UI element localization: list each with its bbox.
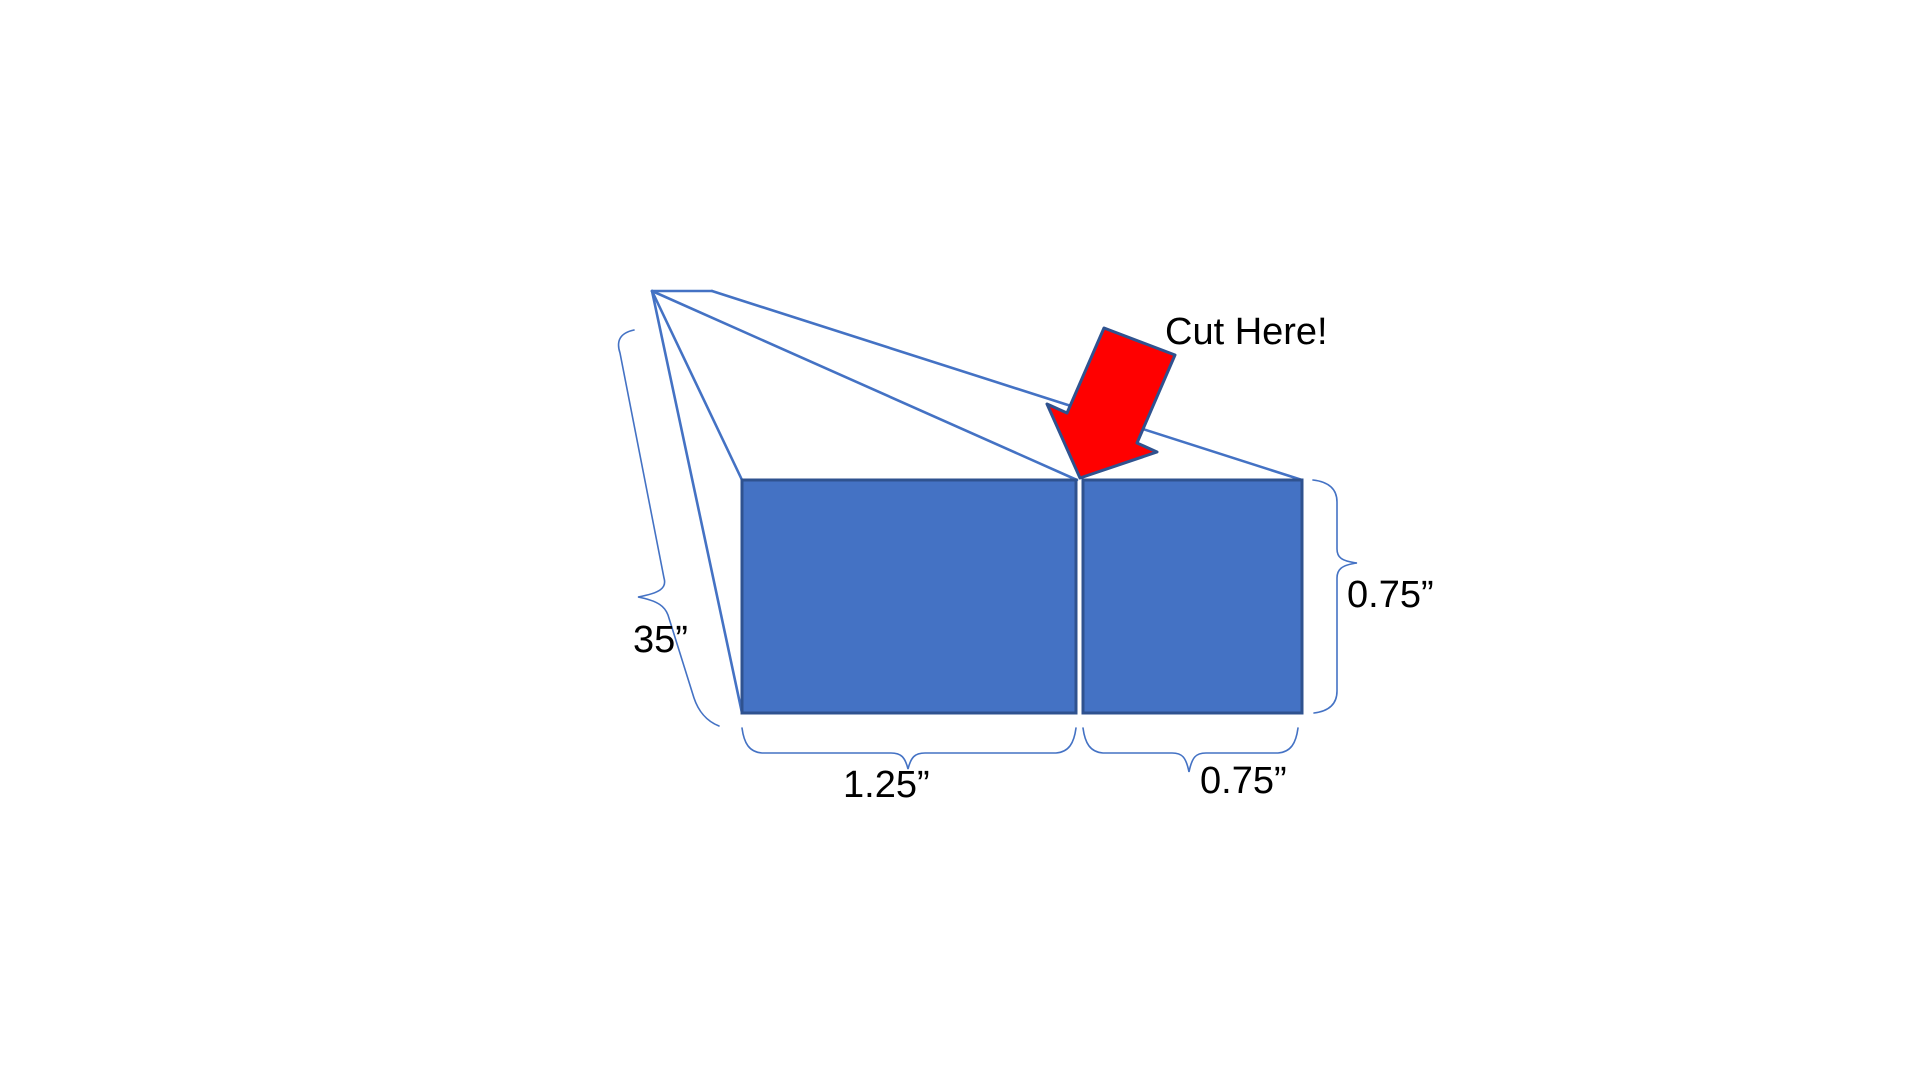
width-brace-left-piece [741,727,1077,770]
length-brace-35in [617,329,720,727]
top-right-edge [710,289,1304,482]
cut-here-label: Cut Here! [1165,311,1328,353]
cut-here-arrow [1045,326,1177,480]
width-brace-right-piece [1082,727,1299,773]
thickness-label: 0.75” [1347,574,1434,616]
cut-line-on-top-face [650,289,1079,482]
right-piece-width-label: 0.75” [1200,760,1287,802]
length-label: 35” [633,619,688,661]
thickness-brace-right [1312,479,1358,714]
left-bottom-edge [650,289,744,715]
left-top-edge [650,289,744,482]
front-face-right-piece [1081,478,1304,715]
left-piece-width-label: 1.25” [843,764,930,806]
front-face-left-piece [740,478,1078,715]
